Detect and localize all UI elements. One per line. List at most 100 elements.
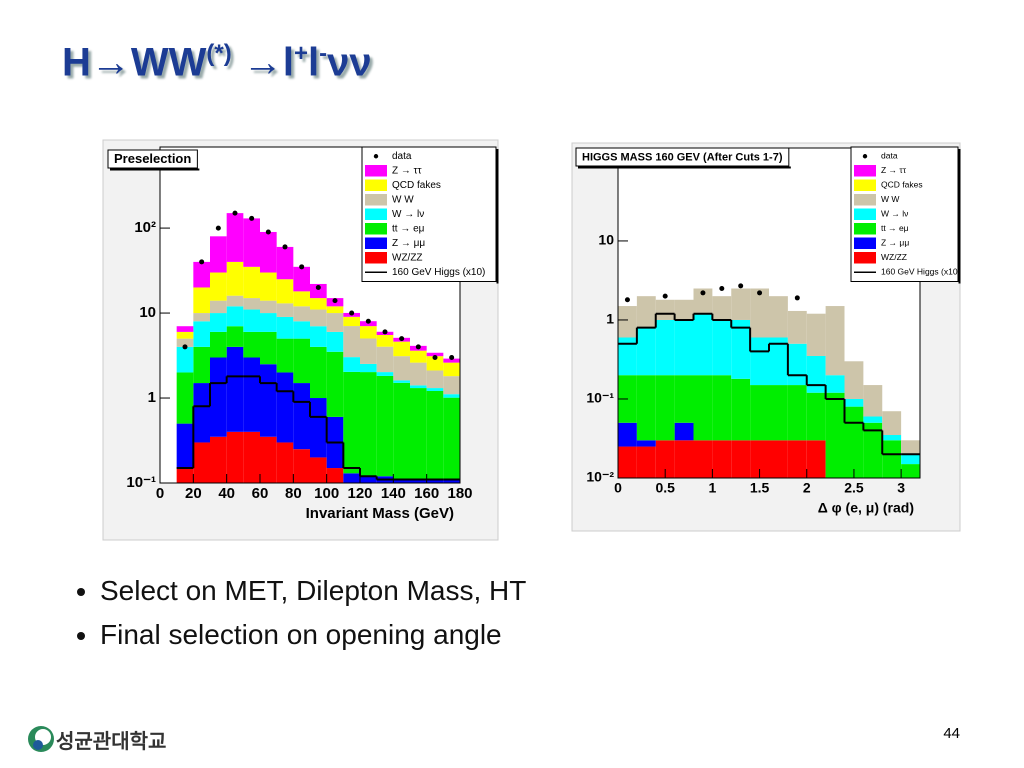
stack-segment [393, 356, 410, 381]
stack-segment [260, 300, 277, 314]
stack-segment [693, 440, 713, 478]
x-tick-label: 1.5 [750, 480, 770, 496]
stack-segment [674, 422, 694, 441]
stack-segment [193, 383, 210, 443]
stack-segment [443, 394, 460, 398]
x-tick-label: 2.5 [844, 480, 864, 496]
stack-segment [276, 338, 294, 373]
stack-segment [712, 440, 732, 478]
x-tick-label: 120 [347, 485, 372, 502]
stack-segment [226, 346, 244, 432]
stack-segment [293, 306, 310, 322]
legend-label: tt → eμ [392, 223, 425, 234]
stack-segment [260, 231, 277, 273]
stack-segment [731, 378, 751, 441]
stack-segment [226, 261, 244, 296]
y-tick-label: 1 [148, 389, 156, 406]
data-point [719, 286, 725, 292]
legend-swatch [365, 165, 387, 177]
stack-segment [226, 306, 244, 327]
stack-segment [426, 390, 444, 480]
title-part: νν [327, 40, 372, 85]
stack-segment [226, 431, 244, 483]
data-point [315, 284, 321, 290]
title-part: (*) [206, 40, 232, 67]
stack-segment [210, 436, 227, 483]
stack-segment [193, 313, 210, 322]
bullet-list: Select on MET, Dilepton Mass, HT Final se… [62, 575, 526, 663]
y-tick-label: 10⁻² [586, 469, 614, 485]
x-tick-label: 60 [252, 485, 269, 502]
legend-label: QCD fakes [392, 180, 441, 191]
legend-label: Z → ττ [392, 165, 422, 176]
stack-segment [901, 454, 920, 465]
stack-segment [636, 296, 656, 328]
data-point [624, 297, 630, 303]
x-tick-label: 140 [381, 485, 406, 502]
stack-segment [769, 296, 788, 338]
stack-segment [731, 288, 751, 320]
stack-segment [806, 440, 826, 478]
stack-segment [655, 319, 675, 376]
stack-segment [193, 346, 210, 384]
stack-segment [260, 436, 277, 483]
stack-segment [806, 313, 826, 356]
x-tick-label: 180 [447, 485, 472, 502]
title-box [575, 147, 790, 167]
x-tick-label: 40 [218, 485, 235, 502]
stack-segment [426, 388, 444, 391]
stack-segment [293, 266, 310, 292]
stack-segment [276, 372, 294, 443]
stack-segment [193, 442, 210, 483]
stack-segment [376, 375, 394, 477]
stack-segment [863, 385, 883, 417]
stack-segment [176, 331, 194, 339]
stack-segment [712, 375, 732, 441]
stack-segment [243, 357, 260, 432]
data-point [382, 329, 388, 335]
legend-label: W → lν [881, 209, 908, 219]
stack-segment [260, 313, 277, 332]
stack-segment [176, 372, 194, 424]
stack-segment [360, 372, 377, 477]
title-part: - [319, 40, 328, 67]
data-point [432, 354, 438, 360]
stack-segment [674, 440, 694, 478]
stack-segment [393, 380, 410, 383]
stack-segment [360, 476, 377, 483]
stack-segment [243, 298, 260, 310]
logo: 성균관대학교 [26, 722, 166, 756]
data-point [299, 264, 305, 270]
stack-segment [210, 272, 227, 301]
stack-segment [193, 261, 210, 288]
stack-segment [310, 283, 327, 299]
stack-segment [193, 287, 210, 314]
stack-segment [731, 319, 751, 379]
stack-segment [276, 316, 294, 339]
legend-swatch [854, 237, 876, 249]
stack-segment [243, 331, 260, 358]
stack-segment [806, 392, 826, 441]
stack-segment [674, 299, 694, 320]
stack-segment [693, 288, 713, 314]
x-tick-label: 20 [185, 485, 202, 502]
legend-label: data [881, 151, 898, 161]
legend-swatch [373, 154, 379, 159]
stack-segment [310, 298, 327, 310]
stack-segment [393, 382, 410, 480]
legend-swatch [365, 223, 387, 235]
stack-segment [176, 338, 194, 347]
stack-segment [193, 321, 210, 347]
y-tick-label: 10 [139, 304, 156, 321]
data-point [794, 295, 800, 301]
stack-segment [226, 295, 244, 307]
data-point [265, 229, 271, 235]
stack-segment [176, 346, 194, 373]
logo-icon [28, 726, 54, 752]
stack-segment [343, 326, 360, 358]
stack-segment [276, 442, 294, 483]
data-point [232, 210, 238, 216]
stack-segment [176, 468, 194, 483]
legend-swatch [365, 179, 387, 191]
stack-segment [360, 363, 377, 373]
